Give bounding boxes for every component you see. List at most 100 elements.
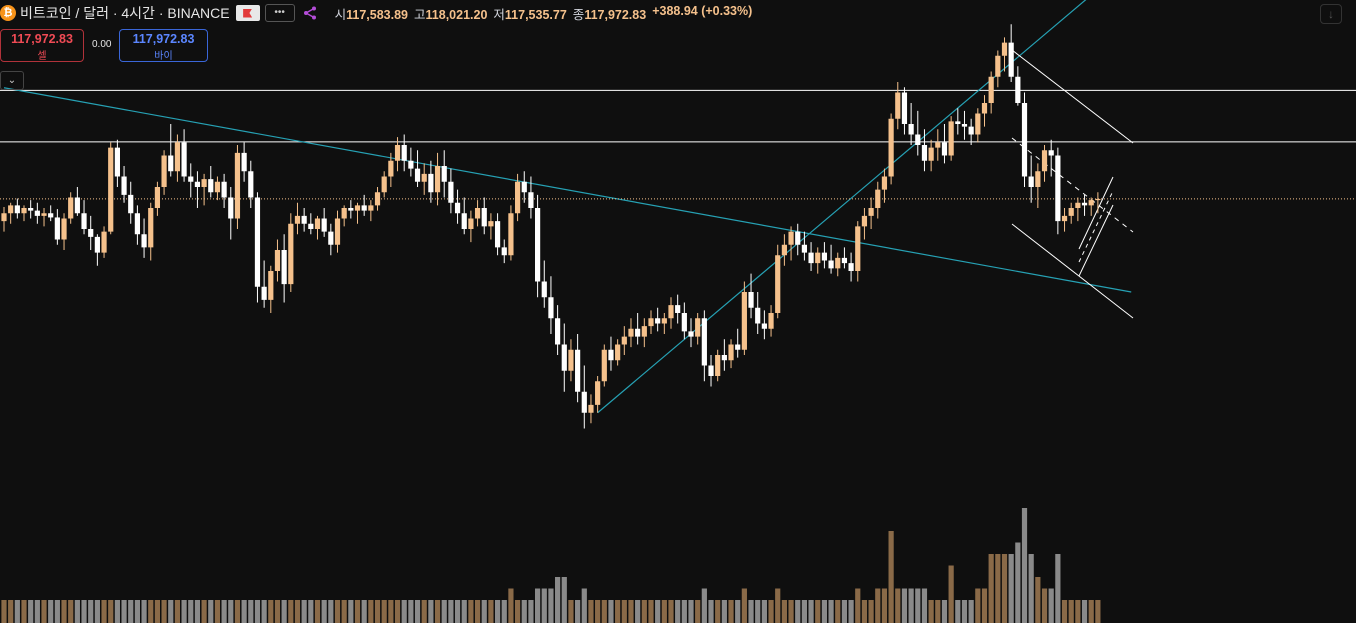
volume-bar-39 xyxy=(261,600,267,623)
volume-bar-104 xyxy=(695,600,701,623)
change-value: +388.94 (+0.33%) xyxy=(652,3,753,18)
volume-bar-156 xyxy=(1041,588,1048,623)
volume-bar-56 xyxy=(374,600,381,623)
volume-bar-109 xyxy=(728,600,734,623)
volume-bar-163 xyxy=(1088,600,1094,623)
volume-bar-114 xyxy=(761,600,767,623)
candle-body-44 xyxy=(294,215,301,224)
volume-bar-69 xyxy=(461,600,467,623)
volume-bar-0 xyxy=(1,600,7,623)
candle-body-67 xyxy=(448,181,454,203)
candle-body-135 xyxy=(901,92,908,124)
candle-body-48 xyxy=(321,218,327,232)
volume-bar-4 xyxy=(28,600,34,623)
candle-body-23 xyxy=(154,187,161,208)
volume-bar-140 xyxy=(935,600,941,623)
volume-bar-158 xyxy=(1055,554,1061,623)
volume-bar-2 xyxy=(14,600,20,623)
volume-bar-141 xyxy=(941,600,948,623)
sell-button[interactable]: 117,972.83 셀 xyxy=(0,29,84,62)
candle-body-119 xyxy=(795,231,801,245)
flag-button[interactable] xyxy=(235,5,260,21)
volume-bar-150 xyxy=(1001,554,1008,623)
candle-body-140 xyxy=(935,142,941,148)
volume-bar-145 xyxy=(968,600,974,623)
candle-body-118 xyxy=(788,231,794,245)
download-icon[interactable]: ↓ xyxy=(1320,4,1342,24)
volume-bar-144 xyxy=(961,600,968,623)
candle-body-125 xyxy=(835,257,841,269)
volume-bar-73 xyxy=(488,600,494,623)
volume-bar-9 xyxy=(61,600,67,623)
more-button[interactable]: ••• xyxy=(264,4,295,22)
candle-body-49 xyxy=(328,231,334,245)
candle-body-115 xyxy=(768,313,774,329)
candle-body-17 xyxy=(114,147,120,177)
trendline-0 xyxy=(3,87,1132,293)
candle-body-80 xyxy=(535,208,541,282)
volume-bar-94 xyxy=(628,600,634,623)
candle-body-130 xyxy=(868,208,874,216)
candle-body-107 xyxy=(715,355,721,376)
volume-bar-33 xyxy=(221,600,227,623)
volume-bar-8 xyxy=(54,600,60,623)
candle-body-21 xyxy=(141,234,147,248)
candle-body-90 xyxy=(601,349,607,382)
candle-body-111 xyxy=(741,292,747,350)
candle-body-11 xyxy=(74,197,80,214)
volume-bar-10 xyxy=(68,600,74,623)
volume-bar-152 xyxy=(1015,542,1021,623)
share-icon[interactable] xyxy=(303,6,317,20)
channel-drawings xyxy=(1011,49,1134,319)
candle-body-99 xyxy=(661,318,667,324)
collapse-chevron-icon[interactable]: ⌄ xyxy=(0,71,24,90)
candle-body-16 xyxy=(108,147,114,232)
symbol-title[interactable]: 비트코인 / 달러 · 4시간 · BINANCE xyxy=(20,5,230,21)
candle-body-161 xyxy=(1075,202,1081,208)
candle-body-69 xyxy=(461,213,467,229)
volume-bar-7 xyxy=(48,600,54,623)
candle-body-65 xyxy=(434,166,441,193)
candle-body-47 xyxy=(314,218,321,229)
candle-body-88 xyxy=(588,404,594,413)
candle-body-121 xyxy=(808,252,814,264)
symbol-header: ₿ 비트코인 / 달러 · 4시간 · BINANCE ••• 시117,583… xyxy=(0,3,752,23)
volume-bar-37 xyxy=(248,600,254,623)
candle-body-22 xyxy=(148,208,154,248)
candle-body-61 xyxy=(408,160,414,169)
candle-body-113 xyxy=(755,307,761,324)
volume-bar-59 xyxy=(394,600,401,623)
volume-bar-18 xyxy=(121,600,127,623)
volume-bar-78 xyxy=(521,600,527,623)
candle-body-20 xyxy=(134,213,140,235)
candle-body-35 xyxy=(234,152,241,219)
volume-bar-113 xyxy=(755,600,761,623)
buy-button[interactable]: 117,972.83 바이 xyxy=(119,29,208,62)
volume-bar-92 xyxy=(615,600,621,623)
candle-body-66 xyxy=(441,166,447,182)
candle-body-158 xyxy=(1055,155,1061,222)
volume-bar-148 xyxy=(988,554,994,623)
candle-body-155 xyxy=(1035,171,1041,187)
candle-body-42 xyxy=(281,250,287,285)
candle-body-57 xyxy=(381,176,387,193)
candle-body-104 xyxy=(695,318,701,337)
volume-bar-52 xyxy=(348,600,354,623)
volume-bar-102 xyxy=(681,600,687,623)
volume-bar-124 xyxy=(828,600,834,623)
volume-bar-137 xyxy=(915,588,921,623)
volume-bar-3 xyxy=(21,600,27,623)
candle-body-53 xyxy=(354,205,361,211)
flag-upper-line xyxy=(1078,176,1114,250)
volume-bar-160 xyxy=(1068,600,1074,623)
volume-bar-64 xyxy=(428,600,434,623)
volume-bar-74 xyxy=(494,600,501,623)
volume-bar-154 xyxy=(1028,554,1034,623)
volume-bar-93 xyxy=(621,600,627,623)
volume-bar-138 xyxy=(921,588,928,623)
low-label: 저 xyxy=(493,7,505,22)
candle-body-106 xyxy=(708,365,714,376)
volume-bar-15 xyxy=(101,600,107,623)
candle-body-5 xyxy=(34,210,40,216)
